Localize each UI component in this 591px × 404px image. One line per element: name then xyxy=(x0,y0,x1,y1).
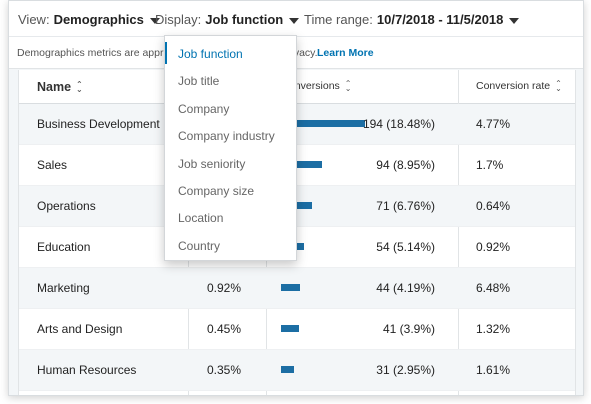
caret-down-icon xyxy=(509,17,520,24)
learn-more-link[interactable]: Learn More xyxy=(317,47,374,59)
row-conversion-rate: 1.7% xyxy=(476,158,504,172)
dropdown-option[interactable]: Job title xyxy=(178,74,220,89)
row-conversions: 94 (8.95%) xyxy=(376,158,435,172)
row-conversion-rate: 0.92% xyxy=(476,240,511,254)
row-conversion-rate: 1.61% xyxy=(476,363,511,377)
column-header-name[interactable]: Name ⌃ ⌄ xyxy=(37,80,83,94)
column-header-name-label: Name xyxy=(37,80,72,94)
table-row: Operations 71 (6.76%) 0.64% xyxy=(19,186,575,227)
table-header: Name ⌃ ⌄ onversions ⌃ ⌄ Conversion rate ⌃ ⌄ xyxy=(19,70,575,104)
row-name: Education xyxy=(37,240,91,254)
row-share: 0.45% xyxy=(207,322,242,336)
row-name: Marketing xyxy=(37,281,90,295)
caret-down-icon xyxy=(149,17,160,24)
conversions-bar xyxy=(281,284,300,291)
dropdown-option[interactable]: Company size xyxy=(178,184,255,198)
analytics-panel: View: Demographics Display: Job function… xyxy=(8,0,584,396)
row-name: Arts and Design xyxy=(37,322,123,336)
row-share: 0.35% xyxy=(207,363,242,377)
row-conversions: 54 (5.14%) xyxy=(376,240,435,254)
view-filter-label: View: xyxy=(18,12,50,27)
table-row: Sales 94 (8.95%) 1.7% xyxy=(19,145,575,186)
row-conversions: 41 (3.9%) xyxy=(382,322,435,336)
dropdown-option[interactable]: Company industry xyxy=(178,129,275,144)
row-conversion-rate: 6.48% xyxy=(476,281,511,295)
time-range-filter[interactable]: Time range: 10/7/2018 - 11/5/2018 xyxy=(304,12,520,27)
column-header-conversions-label: onversions xyxy=(289,80,340,92)
view-filter-value: Demographics xyxy=(53,12,144,27)
time-range-value: 10/7/2018 - 11/5/2018 xyxy=(376,12,504,27)
dropdown-option[interactable]: Location xyxy=(178,211,224,226)
row-conversions: 44 (4.19%) xyxy=(376,281,435,295)
conversions-bar xyxy=(281,366,294,373)
row-conversion-rate: 0.64% xyxy=(476,199,511,213)
dropdown-option[interactable]: Company xyxy=(178,101,230,116)
row-name: Human Resources xyxy=(37,363,137,377)
display-filter-value: Job function xyxy=(205,12,284,27)
row-conversion-rate: 4.77% xyxy=(476,117,511,131)
display-filter[interactable]: Display: Job function xyxy=(155,12,300,27)
display-dropdown-menu: Job function Job title Company Company indu… xyxy=(164,35,297,261)
row-conversions: 71 (6.76%) xyxy=(376,199,435,213)
row-conversion-rate: 1.32% xyxy=(476,322,511,336)
table-row: Marketing 0.92% 44 (4.19%) 6.48% xyxy=(19,268,575,309)
row-share: 0.92% xyxy=(207,281,242,295)
column-header-conversion-rate[interactable]: Conversion rate ⌃ ⌄ xyxy=(476,79,562,93)
column-header-conversion-rate-label: Conversion rate xyxy=(476,80,551,92)
conversions-bar xyxy=(281,325,299,332)
table-row: Human Resources 0.35% 31 (2.95%) 1.61% xyxy=(19,350,575,391)
demographics-table: Name ⌃ ⌄ onversions ⌃ ⌄ Conversion rate ⌃ ⌄… xyxy=(18,70,576,395)
notice-text: Demographics metrics are appr xyxy=(17,47,164,59)
column-divider xyxy=(458,70,459,395)
dropdown-option[interactable]: Country xyxy=(178,238,221,253)
table-row: Business Development 194 (18.48%) 4.77% xyxy=(19,104,575,145)
table-row: Arts and Design 0.45% 41 (3.9%) 1.32% xyxy=(19,309,575,350)
conversions-bar xyxy=(281,120,365,127)
row-conversions: 194 (18.48%) xyxy=(362,117,435,131)
sort-icon: ⌃ ⌄ xyxy=(555,79,562,93)
dropdown-option[interactable]: Job seniority xyxy=(178,156,246,171)
column-header-conversions[interactable]: onversions ⌃ ⌄ xyxy=(289,79,352,93)
caret-down-icon xyxy=(289,17,300,24)
filter-bar: View: Demographics Display: Job function… xyxy=(9,1,583,37)
time-range-label: Time range: xyxy=(304,12,373,27)
sort-icon: ⌃ ⌄ xyxy=(344,79,352,93)
dropdown-option[interactable]: Job function xyxy=(165,38,296,65)
row-name: Sales xyxy=(37,158,68,172)
conversions-bar xyxy=(281,161,322,168)
view-filter[interactable]: View: Demographics xyxy=(18,12,160,27)
display-filter-label: Display: xyxy=(155,12,202,27)
table-row: Education 54 (5.14%) 0.92% xyxy=(19,227,575,268)
row-conversions: 31 (2.95%) xyxy=(376,363,435,377)
sort-icon: ⌃ ⌄ xyxy=(76,80,83,94)
row-name: Business Development xyxy=(37,117,160,131)
row-name: Operations xyxy=(37,199,96,213)
